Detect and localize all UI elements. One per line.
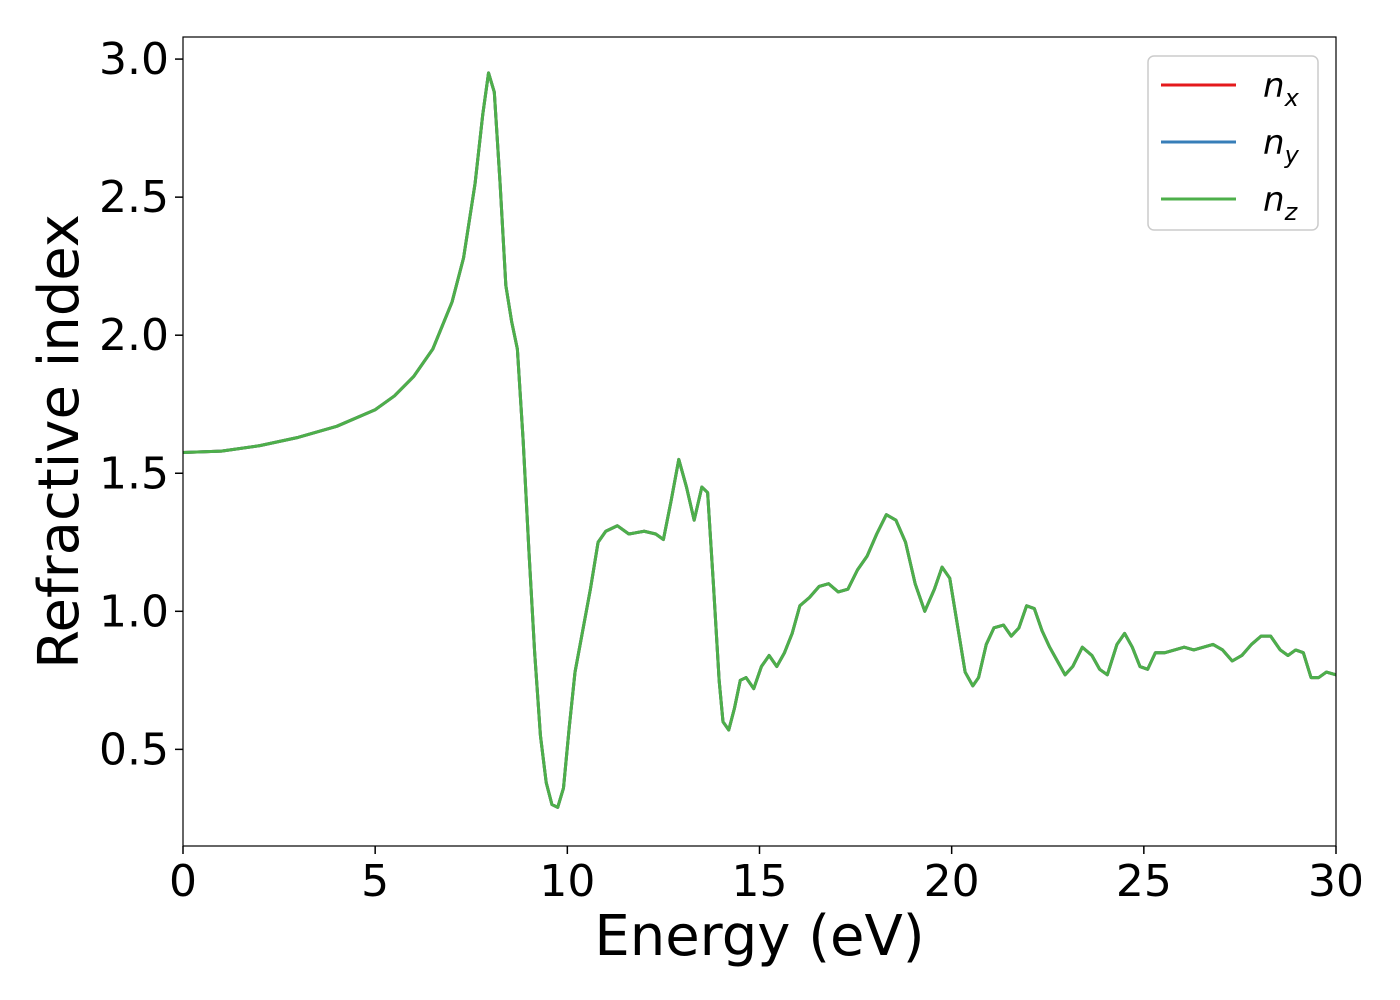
- x-tick-label: 15: [732, 856, 788, 907]
- x-tick-label: 5: [361, 856, 389, 907]
- x-tick-label: 20: [924, 856, 980, 907]
- y-tick-label: 1.5: [99, 448, 169, 499]
- x-tick-label: 10: [539, 856, 595, 907]
- y-tick-label: 0.5: [99, 724, 169, 775]
- plot-lines: [182, 71, 1337, 809]
- y-tick-label: 2.0: [99, 310, 169, 361]
- y-axis-label: Refractive index: [27, 214, 92, 669]
- y-tick-label: 2.5: [99, 172, 169, 223]
- y-axis-ticks: 0.5 1.0 1.5 2.0 2.5 3.0: [99, 34, 183, 775]
- x-tick-label: 25: [1116, 856, 1172, 907]
- y-tick-label: 3.0: [99, 34, 169, 85]
- x-tick-label: 0: [169, 856, 197, 907]
- x-axis-label: Energy (eV): [594, 904, 924, 969]
- series-line-nz: [182, 71, 1337, 809]
- x-axis-ticks: 0 5 10 15 20 25 30: [169, 846, 1364, 907]
- y-tick-label: 1.0: [99, 586, 169, 637]
- x-tick-label: 30: [1308, 856, 1364, 907]
